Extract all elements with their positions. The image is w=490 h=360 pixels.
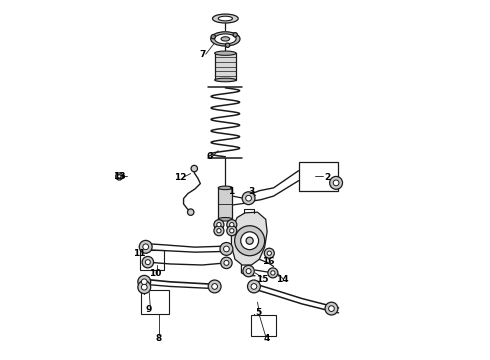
Circle shape (116, 173, 123, 180)
Text: 15: 15 (256, 275, 269, 284)
Circle shape (220, 257, 232, 269)
Circle shape (143, 244, 148, 249)
Circle shape (139, 240, 152, 253)
Text: 9: 9 (146, 305, 152, 314)
Circle shape (118, 175, 121, 178)
Circle shape (225, 43, 230, 48)
Ellipse shape (218, 16, 232, 21)
Circle shape (230, 222, 234, 227)
Circle shape (333, 180, 339, 186)
Circle shape (227, 226, 237, 236)
Circle shape (233, 33, 237, 37)
Circle shape (247, 280, 260, 293)
Bar (140, 250, 164, 270)
Text: 7: 7 (199, 50, 205, 59)
Circle shape (142, 256, 153, 268)
Bar (298, 162, 338, 191)
Circle shape (330, 176, 343, 189)
Bar (251, 315, 276, 337)
Circle shape (245, 195, 251, 201)
Ellipse shape (218, 217, 232, 221)
Circle shape (270, 271, 275, 275)
Circle shape (267, 251, 271, 255)
Circle shape (188, 209, 194, 215)
Text: 2: 2 (324, 173, 330, 182)
Circle shape (264, 248, 274, 258)
Circle shape (325, 302, 338, 315)
Polygon shape (231, 212, 267, 265)
Ellipse shape (221, 37, 230, 41)
Circle shape (142, 284, 147, 290)
Text: 8: 8 (155, 334, 162, 343)
Circle shape (138, 281, 151, 294)
Circle shape (214, 226, 224, 236)
Circle shape (243, 265, 254, 277)
Circle shape (230, 229, 234, 233)
Text: 13: 13 (113, 172, 125, 181)
Bar (141, 290, 169, 314)
Circle shape (214, 220, 224, 230)
Text: 3: 3 (248, 187, 255, 196)
Circle shape (246, 269, 251, 274)
Circle shape (227, 220, 237, 230)
Circle shape (329, 306, 334, 311)
Bar (218, 188, 232, 219)
Circle shape (223, 246, 229, 252)
Ellipse shape (218, 186, 232, 190)
Circle shape (251, 284, 257, 289)
Text: 10: 10 (149, 269, 161, 278)
Ellipse shape (215, 34, 236, 44)
Circle shape (220, 243, 233, 255)
Text: 16: 16 (262, 257, 274, 266)
Circle shape (212, 284, 218, 289)
Ellipse shape (213, 14, 238, 23)
Circle shape (235, 226, 265, 256)
Text: 5: 5 (255, 309, 262, 318)
Text: 6: 6 (206, 152, 212, 161)
Circle shape (211, 35, 216, 39)
Text: 12: 12 (174, 173, 186, 182)
Circle shape (268, 268, 278, 278)
Circle shape (138, 275, 151, 288)
Text: 4: 4 (263, 334, 270, 343)
Ellipse shape (215, 78, 236, 82)
Circle shape (241, 232, 259, 249)
Text: 11: 11 (133, 249, 146, 258)
Bar (215, 53, 236, 80)
Circle shape (242, 192, 255, 204)
Ellipse shape (211, 32, 240, 46)
Ellipse shape (215, 51, 236, 55)
Text: 14: 14 (276, 275, 289, 284)
Text: 1: 1 (227, 187, 234, 196)
Circle shape (208, 280, 221, 293)
Circle shape (146, 260, 150, 265)
Circle shape (191, 165, 197, 172)
Circle shape (224, 260, 229, 265)
Circle shape (217, 222, 221, 227)
Circle shape (142, 279, 147, 285)
Circle shape (217, 229, 221, 233)
Circle shape (246, 237, 253, 244)
